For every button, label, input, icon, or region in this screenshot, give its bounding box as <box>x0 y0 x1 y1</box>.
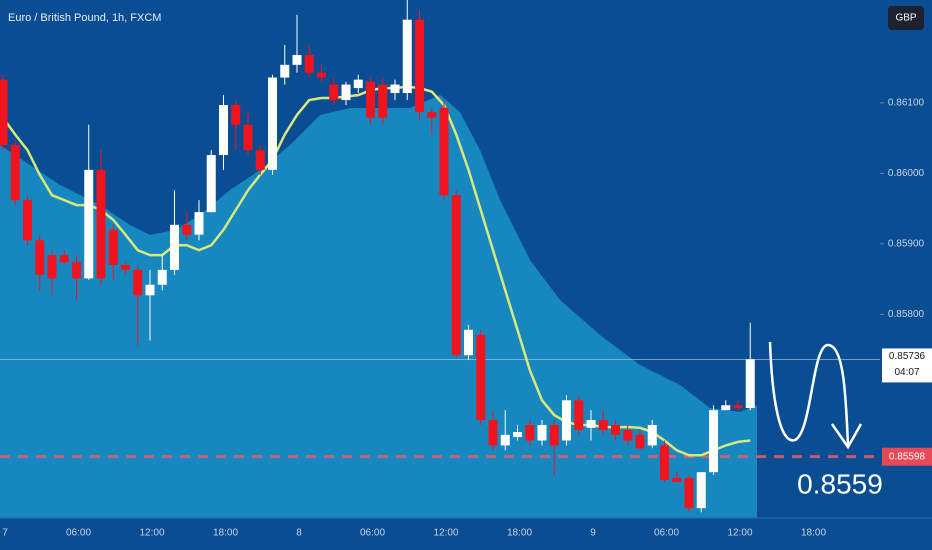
candle-body <box>439 107 449 196</box>
candle-body <box>562 400 571 441</box>
candle-body <box>672 477 682 483</box>
chart-title: Euro / British Pound, 1h, FXCM <box>8 12 161 24</box>
candle-body <box>745 359 755 409</box>
candle-body <box>500 434 510 446</box>
current-price-box <box>882 348 932 383</box>
candle-body <box>341 84 351 101</box>
candle-body <box>402 19 412 94</box>
candle-body <box>696 472 706 509</box>
candle-body <box>317 72 326 78</box>
candle-body <box>231 105 241 125</box>
candle-body <box>660 445 669 480</box>
currency-button[interactable] <box>888 6 924 30</box>
candle-body <box>415 19 424 113</box>
x-tick-label: 8 <box>296 528 302 539</box>
candle-body <box>476 334 486 421</box>
x-tick-label: 18:00 <box>507 528 532 539</box>
candle-body <box>59 255 69 263</box>
x-tick-label: 18:00 <box>801 528 826 539</box>
candle-body <box>84 169 94 279</box>
x-tick-label: 18:00 <box>213 528 238 539</box>
candle-body <box>623 429 633 441</box>
target-price-box <box>882 447 932 466</box>
candle-body <box>280 64 290 78</box>
candle-body <box>219 105 228 156</box>
currency-label[interactable]: GBP <box>895 13 916 24</box>
candle-body <box>145 284 155 296</box>
candle-body <box>684 477 694 509</box>
candle-body <box>10 145 20 201</box>
x-tick-label: 06:00 <box>66 528 91 539</box>
candle-body <box>366 81 375 118</box>
candle-body <box>182 224 192 235</box>
x-tick-label: 12:00 <box>139 528 164 539</box>
candle-body <box>0 79 8 146</box>
candle-body <box>170 224 179 270</box>
y-tick-label: 0.86100 <box>888 98 925 109</box>
candle-body <box>709 410 718 473</box>
x-tick-label: 9 <box>590 528 596 539</box>
candle-body <box>292 54 302 65</box>
candle-body <box>635 434 645 449</box>
x-tick-label: 12:00 <box>433 528 458 539</box>
candle-body <box>268 77 277 170</box>
candle-body <box>121 264 130 270</box>
candle-body <box>133 269 143 296</box>
candle-body <box>96 169 106 279</box>
current-price-label: 0.85736 <box>889 351 926 362</box>
candle-body <box>35 240 45 275</box>
candle-body <box>390 84 400 94</box>
candle-body <box>72 262 81 279</box>
candle-body <box>513 432 522 437</box>
candle-body <box>549 424 559 446</box>
moving-average <box>1 85 751 457</box>
y-tick-label: 0.86000 <box>888 168 925 179</box>
candle-body <box>451 195 461 356</box>
candle-body <box>733 405 743 409</box>
candle-body <box>721 405 731 411</box>
annotation: 0.8559 <box>797 468 883 499</box>
candle-body <box>304 54 314 73</box>
candle-body <box>108 229 118 265</box>
candle-body <box>243 124 253 151</box>
y-tick-label: 0.85900 <box>888 238 925 249</box>
candle-body <box>23 200 32 241</box>
candle-body <box>464 329 473 356</box>
x-tick-label: 06:00 <box>654 528 679 539</box>
arrow-head <box>830 423 863 450</box>
x-tick-label: 06:00 <box>360 528 385 539</box>
candle-body <box>194 212 204 235</box>
candle-body <box>586 420 596 428</box>
x-tick-label: 12:00 <box>727 528 752 539</box>
candle-body <box>206 155 216 213</box>
target-price-label: 0.85598 <box>889 451 926 462</box>
candle-body <box>647 424 657 446</box>
candle-body <box>378 84 388 118</box>
candle-body <box>537 424 547 441</box>
candle-body <box>525 424 535 441</box>
candle-body <box>611 424 620 435</box>
arrow-drawing <box>768 341 850 446</box>
countdown: 04:07 <box>894 367 919 378</box>
candle-body <box>598 420 608 430</box>
candle-body <box>47 255 57 279</box>
candle-body <box>255 150 265 170</box>
candle-body <box>574 400 584 430</box>
candle-body <box>353 79 363 89</box>
y-tick-label: 0.85800 <box>888 309 925 320</box>
x-tick-label: 7 <box>2 528 8 539</box>
candle-body <box>488 420 498 446</box>
candle-body <box>427 112 437 118</box>
candle-body <box>157 269 167 285</box>
candle-body <box>329 84 339 101</box>
